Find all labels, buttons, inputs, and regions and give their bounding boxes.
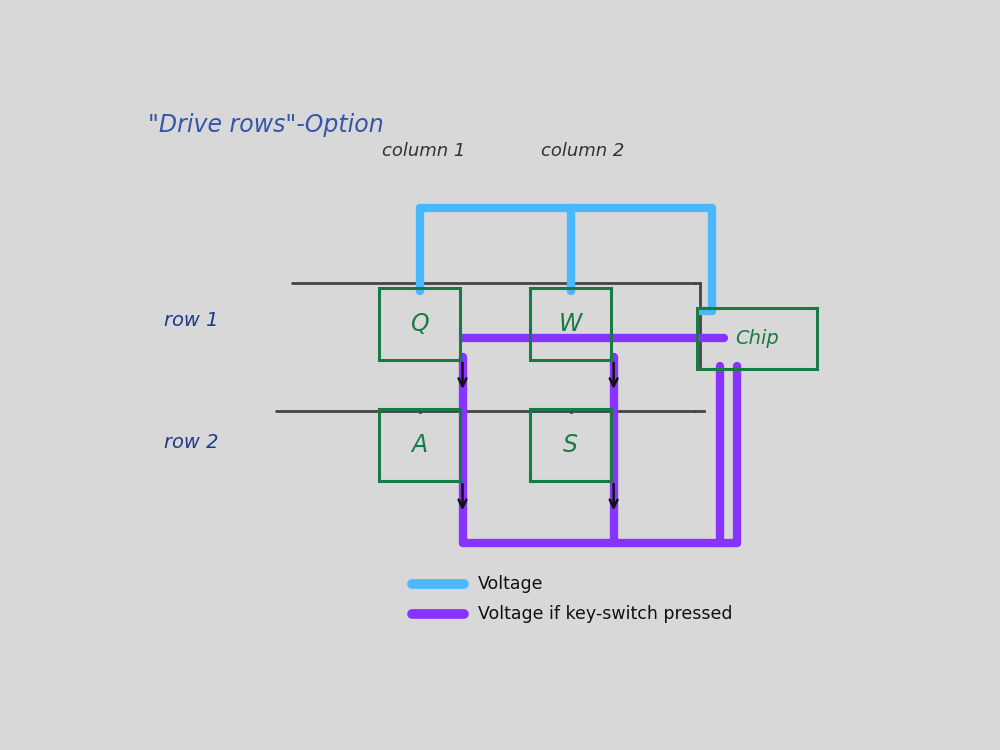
Text: row 1: row 1 (164, 311, 218, 331)
Text: W: W (559, 312, 582, 336)
Text: "Drive rows"-Option: "Drive rows"-Option (148, 113, 384, 137)
Text: column 1: column 1 (382, 142, 465, 160)
Text: row 2: row 2 (164, 433, 218, 451)
Text: Voltage if key-switch pressed: Voltage if key-switch pressed (478, 605, 732, 623)
Text: Voltage: Voltage (478, 574, 543, 592)
Text: A: A (411, 433, 428, 457)
Text: S: S (563, 433, 578, 457)
Text: Q: Q (410, 312, 429, 336)
Text: Chip: Chip (735, 328, 778, 348)
Text: column 2: column 2 (541, 142, 624, 160)
